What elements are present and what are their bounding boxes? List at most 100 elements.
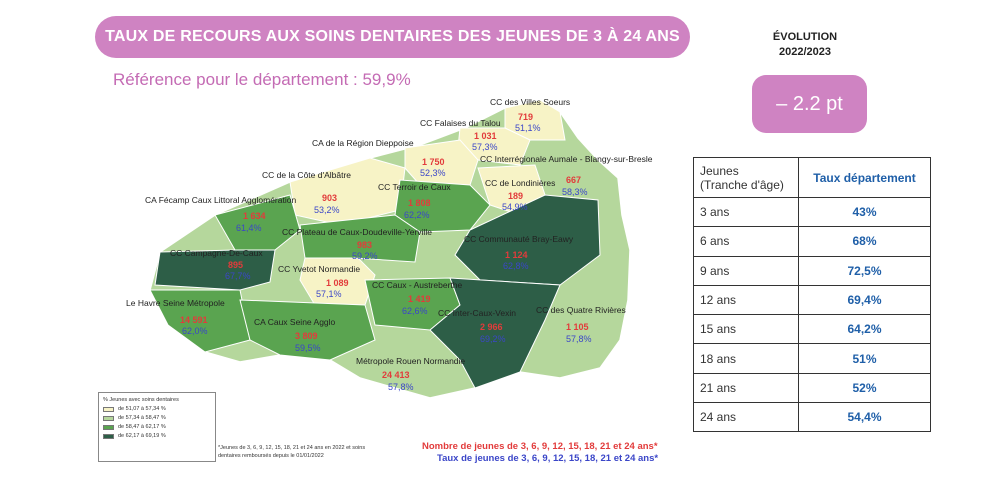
rate-terroir-caux: 62,2%: [404, 210, 430, 220]
legend-label: de 57,34 à 58,47 %: [118, 415, 166, 421]
count-fecamp: 1 634: [243, 211, 266, 221]
age-cell: 21 ans: [693, 372, 799, 404]
legend-swatch: [103, 406, 114, 412]
header-age-line2: (Tranche d'âge): [700, 177, 784, 192]
rate-cote-albatre: 53,2%: [314, 205, 340, 215]
count-yvetot: 1 089: [326, 278, 349, 288]
table-row: 21 ans 52%: [693, 372, 931, 404]
region-havre: [149, 289, 251, 353]
count-villes-soeurs: 719: [518, 112, 533, 122]
rate-cell: 69,4%: [798, 284, 931, 316]
age-cell: 15 ans: [693, 314, 799, 345]
rate-fecamp: 61,4%: [236, 223, 262, 233]
label-villes-soeurs: CC des Villes Soeurs: [490, 97, 570, 107]
label-cote-albatre: CC de la Côte d'Albâtre: [262, 170, 351, 180]
count-campagne-caux: 895: [228, 260, 243, 270]
legend-label: de 62,17 à 69,19 %: [118, 433, 166, 439]
region-inter-caux-vexin: [429, 277, 561, 389]
footer-count-legend: Nombre de jeunes de 3, 6, 9, 12, 15, 18,…: [422, 441, 658, 452]
count-terroir-caux: 1 808: [408, 198, 431, 208]
label-falaises-talou: CC Falaises du Talou: [420, 118, 501, 128]
rate-dieppoise: 52,3%: [420, 168, 446, 178]
footnote: *Jeunes de 3, 6, 9, 12, 15, 18, 21 et 24…: [218, 445, 366, 459]
age-cell: 9 ans: [693, 255, 799, 286]
rate-bray-eawy: 62,8%: [503, 261, 529, 271]
table-row: 12 ans 69,4%: [693, 284, 931, 316]
rate-cell: 64,2%: [798, 314, 931, 345]
legend-item: de 51,07 à 57,34 %: [103, 406, 211, 412]
count-londinieres: 189: [508, 191, 523, 201]
count-plateau-caux: 983: [357, 240, 372, 250]
rate-caux-seine: 59,5%: [295, 343, 321, 353]
rate-rouen: 57,8%: [388, 382, 414, 392]
count-dieppoise: 1 750: [422, 157, 445, 167]
label-londinieres: CC de Londinières: [485, 178, 555, 188]
age-cell: 18 ans: [693, 343, 799, 374]
count-aumale: 667: [566, 175, 581, 185]
region-plateau-caux: [299, 214, 421, 263]
rate-campagne-caux: 67,7%: [225, 271, 251, 281]
legend-item: de 62,17 à 69,19 %: [103, 433, 211, 439]
count-cote-albatre: 903: [322, 193, 337, 203]
label-bray-eawy: CC Communauté Bray-Eawy: [464, 234, 574, 244]
map-legend: % Jeunes avec soins dentaires de 51,07 à…: [98, 392, 216, 462]
rate-plateau-caux: 59,2%: [352, 251, 378, 261]
count-quatre-rivieres: 1 105: [566, 322, 589, 332]
label-campagne-caux: CC Campagne-De-Caux: [170, 248, 263, 258]
label-plateau-caux: CC Plateau de Caux-Doudeville-Yerville: [282, 227, 432, 237]
evolution-title-line1: ÉVOLUTION: [772, 31, 838, 43]
label-fecamp: CA Fécamp Caux Littoral Agglomération: [145, 195, 296, 205]
rate-aumale: 58,3%: [562, 187, 588, 197]
age-cell: 12 ans: [693, 284, 799, 316]
page-title: TAUX DE RECOURS AUX SOINS DENTAIRES DES …: [95, 16, 690, 58]
table-row: 24 ans 54,4%: [693, 402, 931, 433]
legend-item: de 57,34 à 58,47 %: [103, 415, 211, 421]
count-caux-seine: 3 809: [295, 331, 318, 341]
label-dieppoise: CA de la Région Dieppoise: [312, 138, 414, 148]
rate-villes-soeurs: 51,1%: [515, 123, 541, 133]
count-rouen: 24 413: [382, 370, 410, 380]
department-reference: Référence pour le département : 59,9%: [113, 70, 411, 89]
region-bray-eawy: [454, 194, 601, 286]
rate-cell: 51%: [798, 343, 931, 374]
legend-swatch: [103, 433, 114, 439]
evolution-title-line2: 2022/2023: [779, 46, 831, 58]
table-row: 15 ans 64,2%: [693, 314, 931, 345]
legend-title: % Jeunes avec soins dentaires: [103, 397, 179, 403]
label-rouen: Métropole Rouen Normandie: [356, 356, 465, 366]
rate-cell: 52%: [798, 372, 931, 404]
region-caux-seine: [239, 299, 376, 361]
footer-rate-legend: Taux de jeunes de 3, 6, 9, 12, 15, 18, 2…: [437, 453, 659, 464]
label-terroir-caux: CC Terroir de Caux: [378, 182, 451, 192]
region-fecamp: [214, 194, 301, 251]
label-quatre-rivieres: CC des Quatre Rivières: [536, 305, 626, 315]
header-age-line1: Jeunes: [700, 163, 739, 178]
region-campagne-caux: [154, 249, 276, 291]
rate-yvetot: 57,1%: [316, 289, 342, 299]
rate-cell: 54,4%: [798, 402, 931, 433]
count-bray-eawy: 1 124: [505, 250, 528, 260]
rate-falaises-talou: 57,3%: [472, 142, 498, 152]
count-inter-caux-vexin: 2 966: [480, 322, 503, 332]
label-caux-seine: CA Caux Seine Agglo: [254, 317, 336, 327]
label-yvetot: CC Yvetot Normandie: [278, 264, 360, 274]
count-caux-austreberthe: 1 419: [408, 294, 431, 304]
rate-londinieres: 54,9%: [502, 202, 528, 212]
legend-item: de 58,47 à 62,17 %: [103, 424, 211, 430]
label-aumale: CC Interrégionale Aumale - Blangy-sur-Br…: [480, 154, 653, 164]
legend-label: de 58,47 à 62,17 %: [118, 424, 166, 430]
table-row: 9 ans 72,5%: [693, 255, 931, 286]
rate-caux-austreberthe: 62,6%: [402, 306, 428, 316]
age-rate-table: Jeunes (Tranche d'âge) Taux département …: [693, 157, 931, 433]
rate-havre: 62,0%: [182, 326, 208, 336]
age-cell: 24 ans: [693, 402, 799, 433]
evolution-title: ÉVOLUTION 2022/2023: [760, 30, 850, 60]
legend-swatch: [103, 424, 114, 430]
label-havre: Le Havre Seine Métropole: [126, 298, 225, 308]
table-header-age: Jeunes (Tranche d'âge): [693, 157, 799, 198]
legend-label: de 51,07 à 57,34 %: [118, 406, 166, 412]
count-falaises-talou: 1 031: [474, 131, 497, 141]
rate-quatre-rivieres: 57,8%: [566, 334, 592, 344]
evolution-value-badge: – 2.2 pt: [752, 75, 867, 133]
